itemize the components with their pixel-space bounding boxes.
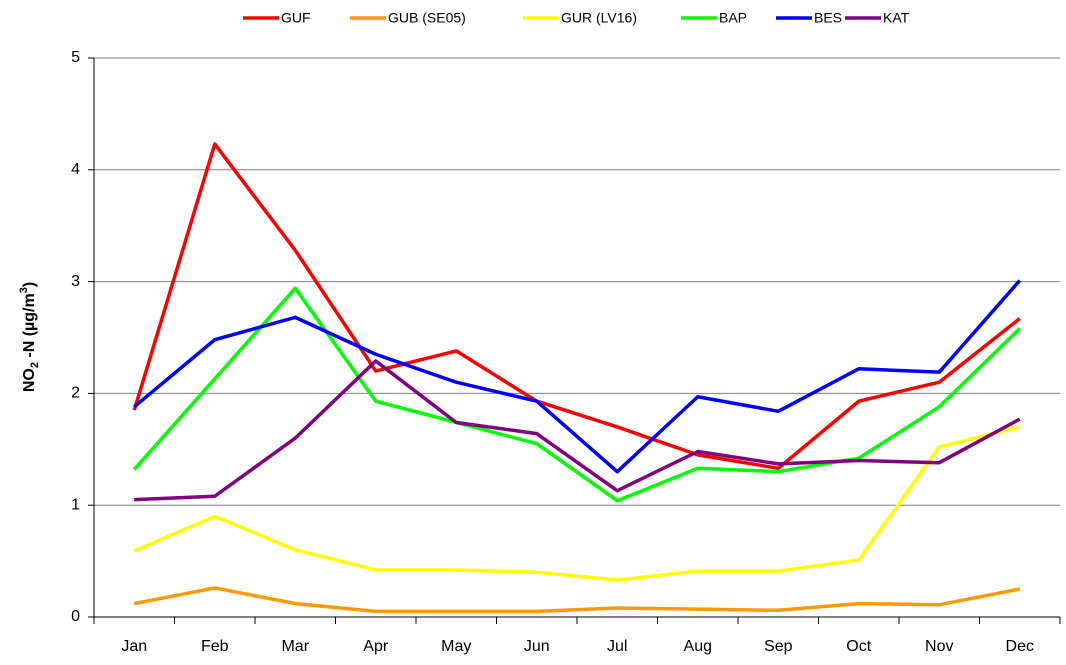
- legend-label: GUR (LV16): [561, 10, 637, 26]
- x-tick-label: Jul: [607, 638, 627, 655]
- x-tick-label: Nov: [925, 638, 953, 655]
- x-tick-label: Feb: [201, 638, 229, 655]
- x-tick-label: Dec: [1006, 638, 1034, 655]
- y-label-sup: 3: [18, 287, 30, 293]
- legend-label: BAP: [719, 10, 747, 26]
- y-tick-label: 0: [71, 608, 80, 625]
- series-line: [132, 286, 1021, 503]
- legend-label: GUB (SE05): [388, 10, 466, 26]
- x-tick-label: Apr: [363, 638, 389, 655]
- series-line: [133, 425, 1021, 582]
- y-tick-label: 5: [71, 49, 80, 66]
- x-tick-label: Jun: [524, 638, 550, 655]
- y-label-sub: 2: [29, 362, 41, 368]
- x-tick-label: Jan: [121, 638, 147, 655]
- series-line: [134, 359, 1021, 502]
- y-label-part: NO: [21, 368, 38, 392]
- y-tick-label: 4: [71, 161, 80, 178]
- y-tick-label: 2: [71, 385, 80, 402]
- y-tick-label: 1: [71, 496, 80, 513]
- y-label-part: -N (µg/m: [21, 293, 38, 362]
- y-tick-label: 3: [71, 273, 80, 290]
- x-tick-label: May: [441, 638, 471, 655]
- series-line: [133, 279, 1022, 474]
- x-tick-label: Aug: [684, 638, 712, 655]
- legend-label: KAT: [883, 10, 910, 26]
- legend-label: GUF: [281, 10, 311, 26]
- y-axis-label: NO2 -N (µg/m3): [18, 282, 41, 392]
- series-line: [132, 142, 1021, 471]
- x-tick-label: Sep: [764, 638, 793, 655]
- legend-label: BES: [814, 10, 842, 26]
- y-label-part: ): [21, 282, 38, 287]
- x-tick-label: Oct: [846, 638, 871, 655]
- x-tick-label: Mar: [281, 638, 309, 655]
- series-line: [133, 586, 1021, 614]
